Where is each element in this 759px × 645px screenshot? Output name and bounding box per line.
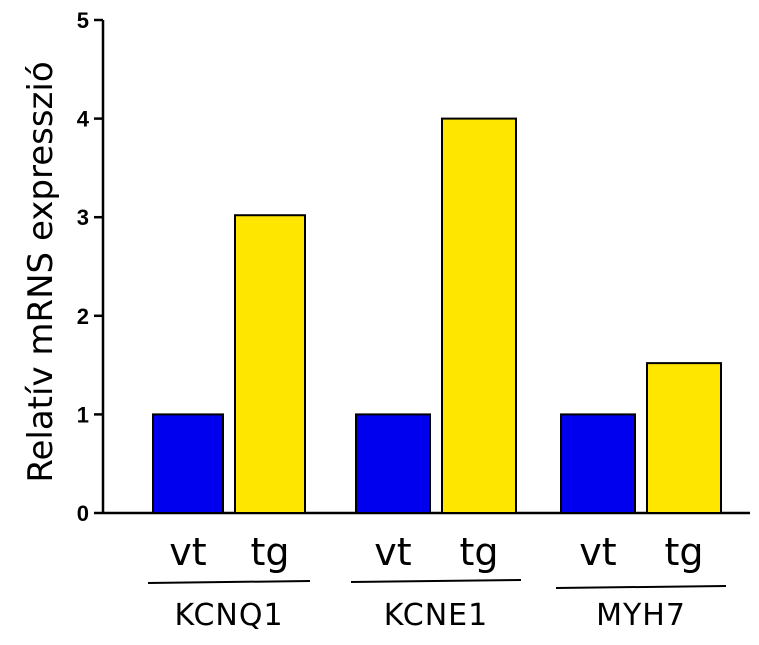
group-underline-2 [555, 585, 727, 589]
bar-label-kcnq1-vt: vt [169, 530, 206, 574]
bar-label-kcne1-vt: vt [374, 530, 411, 574]
category-label-myh7: MYH7 [596, 598, 686, 633]
bar-label-kcne1-tg: tg [459, 530, 498, 574]
group-underline-0 [147, 580, 311, 584]
y-tick-label-5: 5 [77, 8, 89, 33]
bar-kcne1-vt [355, 413, 431, 514]
bar-kcnq1-vt [152, 413, 224, 514]
y-tick-label-3: 3 [77, 205, 89, 230]
y-tick-label-2: 2 [77, 304, 89, 329]
y-tick-label-1: 1 [77, 402, 89, 427]
y-axis-label: Relatív mRNS expresszió [21, 61, 61, 482]
bar-label-myh7-tg: tg [664, 530, 703, 574]
bar-myh7-vt [560, 413, 636, 514]
group-underline-1 [350, 579, 522, 583]
bar-kcnq1-tg [234, 214, 306, 514]
bar-label-myh7-vt: vt [579, 530, 616, 574]
bar-kcne1-tg [441, 117, 517, 514]
bar-label-kcnq1-tg: tg [250, 530, 289, 574]
category-label-kcne1: KCNE1 [384, 598, 488, 633]
category-label-kcnq1: KCNQ1 [174, 598, 283, 633]
bar-myh7-tg [646, 362, 722, 514]
y-tick-label-4: 4 [77, 107, 90, 132]
y-tick-label-0: 0 [77, 501, 89, 526]
